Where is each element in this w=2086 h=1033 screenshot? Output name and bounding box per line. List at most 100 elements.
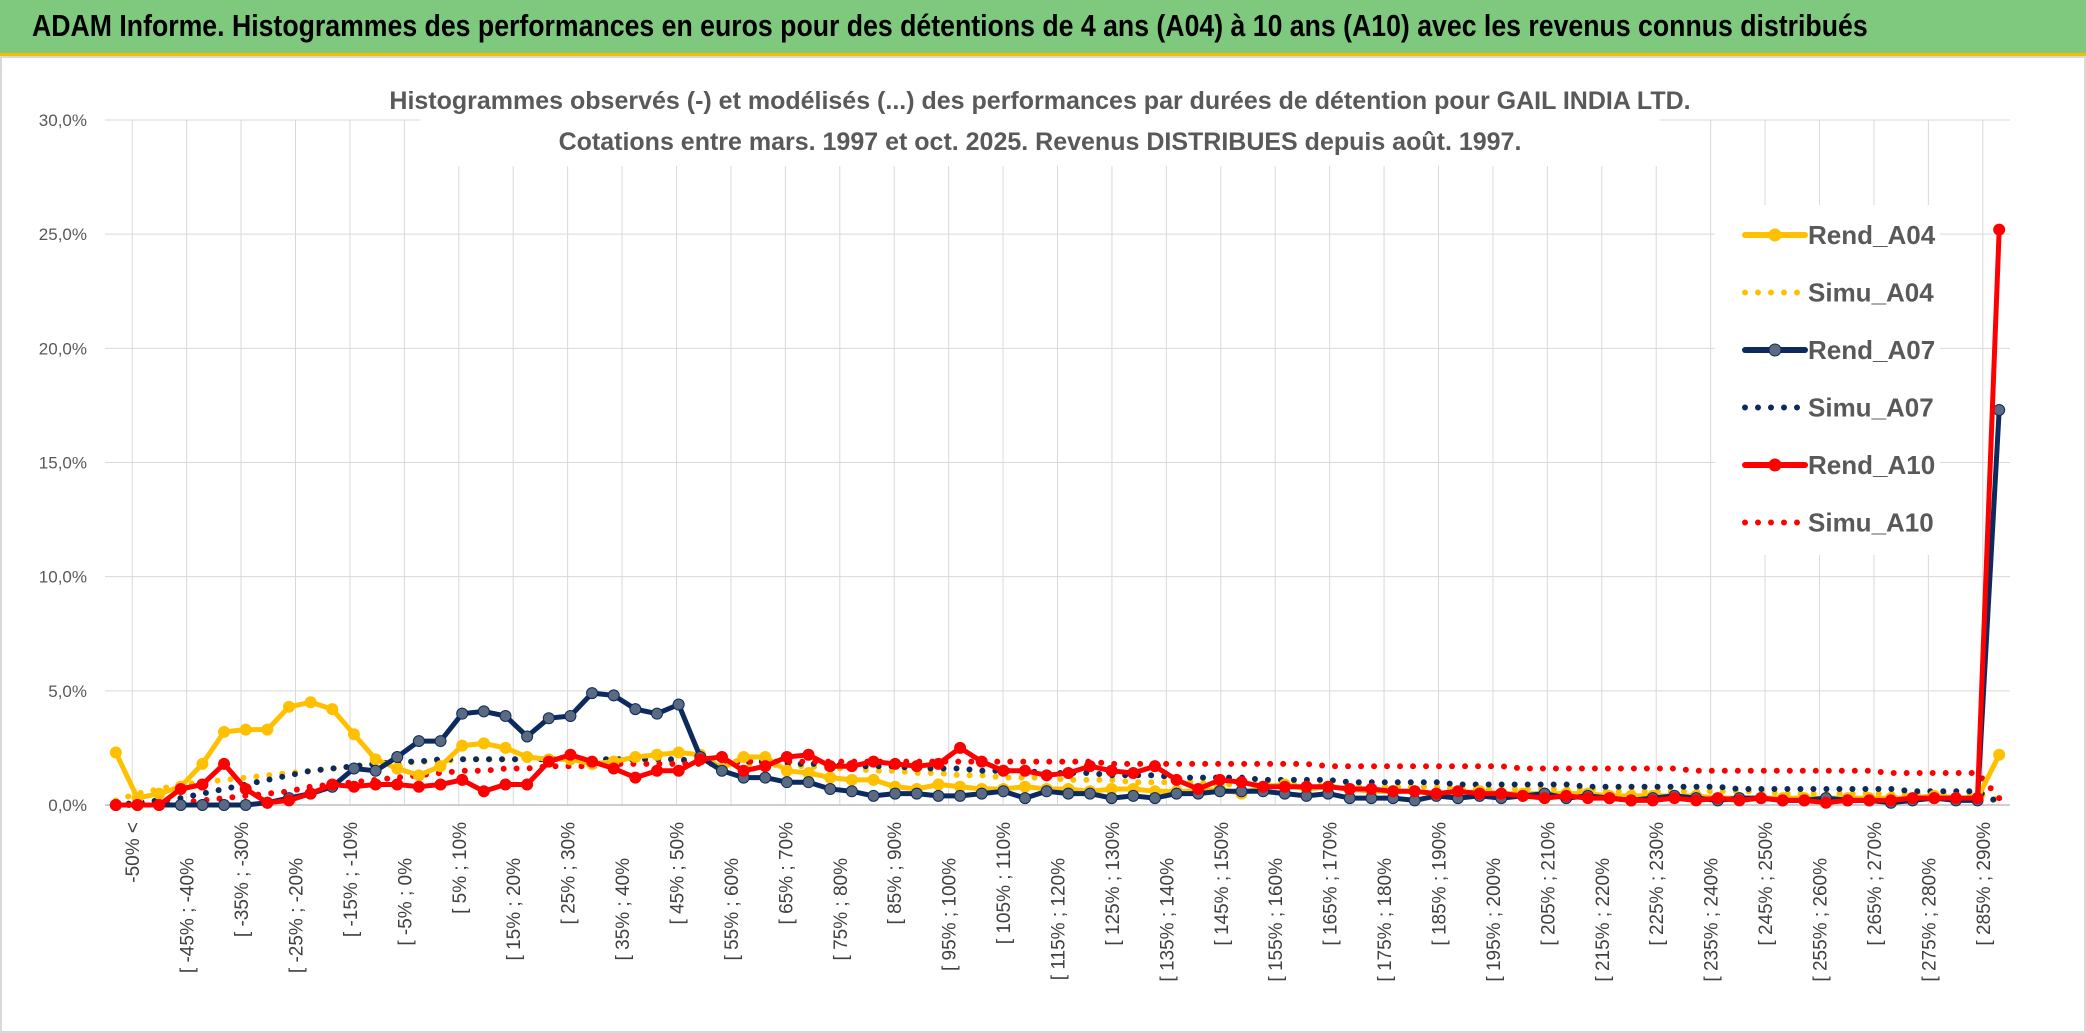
data-point xyxy=(802,776,815,789)
data-point xyxy=(391,778,404,791)
data-point xyxy=(369,753,382,766)
legend: Rend_A04 Simu_A04 Rend_A07 Simu_A07 Rend_A10… xyxy=(1715,205,1940,555)
data-point xyxy=(521,778,534,791)
chart-frame xyxy=(0,56,2086,1033)
data-point xyxy=(1928,792,1941,805)
y-axis: 0,0% 5,0% 10,0% 15,0% 20,0% 25,0% 30,0% xyxy=(39,111,87,815)
data-point xyxy=(1755,792,1768,805)
data-point xyxy=(1170,773,1183,786)
x-tick-label: [ 165% ; 170% xyxy=(1321,822,1342,946)
data-point xyxy=(1343,783,1356,796)
data-point xyxy=(607,762,620,775)
legend-marker xyxy=(1768,228,1782,242)
data-point xyxy=(1148,792,1161,805)
x-tick-label: [ 135% ; 140% xyxy=(1157,858,1178,982)
data-point xyxy=(824,771,837,784)
data-point xyxy=(326,778,339,791)
data-point xyxy=(1300,780,1313,793)
data-point xyxy=(1646,794,1659,807)
data-point xyxy=(1560,789,1573,802)
data-point xyxy=(1408,785,1421,798)
data-point xyxy=(1127,767,1140,780)
data-point xyxy=(651,707,664,720)
data-point xyxy=(1733,794,1746,807)
data-point xyxy=(391,751,404,764)
data-point xyxy=(629,771,642,784)
data-point xyxy=(1690,794,1703,807)
x-tick-label: [ 25% ; 30% xyxy=(559,822,580,925)
data-point xyxy=(412,780,425,793)
data-point xyxy=(845,773,858,786)
legend-entry-Rend_A07: Rend_A07 xyxy=(1742,335,1935,365)
data-point xyxy=(1495,787,1508,800)
x-tick-label: [ -5% ; 0% xyxy=(395,858,416,946)
data-point xyxy=(434,778,447,791)
data-point xyxy=(1516,789,1529,802)
data-point xyxy=(304,696,317,709)
data-point xyxy=(283,700,296,713)
data-point xyxy=(261,796,274,809)
data-point xyxy=(651,764,664,777)
y-tick-label: 25,0% xyxy=(39,225,87,244)
data-point xyxy=(477,737,490,750)
x-tick-label: [ 155% ; 160% xyxy=(1266,858,1287,982)
x-tick-label: [ 285% ; 290% xyxy=(1974,822,1995,946)
data-point xyxy=(975,787,988,800)
legend-entry-Rend_A10: Rend_A10 xyxy=(1742,450,1935,480)
data-point xyxy=(218,757,231,770)
legend-entry-Simu_A07: Simu_A07 xyxy=(1742,393,1934,423)
data-point xyxy=(1105,792,1118,805)
page-title: ADAM Informe. Histogrammes des performan… xyxy=(32,8,1868,43)
x-tick-label: [ 125% ; 130% xyxy=(1103,822,1124,946)
data-point xyxy=(174,799,187,811)
data-point xyxy=(1019,764,1032,777)
data-point xyxy=(607,689,620,702)
data-point xyxy=(542,755,555,768)
data-point xyxy=(845,760,858,773)
y-tick-label: 0,0% xyxy=(48,796,87,815)
data-point xyxy=(1863,794,1876,807)
data-point xyxy=(672,698,685,711)
x-tick-label: [ 55% ; 60% xyxy=(722,858,743,961)
data-point xyxy=(694,753,707,766)
data-point xyxy=(1993,403,2006,416)
x-tick-label: [ 185% ; 190% xyxy=(1430,822,1451,946)
data-point xyxy=(1322,780,1335,793)
data-point xyxy=(1105,764,1118,777)
data-point xyxy=(910,787,923,800)
data-point xyxy=(153,799,166,811)
data-point xyxy=(369,778,382,791)
data-point xyxy=(456,739,469,752)
data-point xyxy=(651,748,664,761)
data-point xyxy=(369,764,382,777)
data-point xyxy=(845,785,858,798)
x-tick-label: [ 35% ; 40% xyxy=(613,858,634,961)
data-point xyxy=(218,799,231,811)
data-point xyxy=(174,783,187,796)
legend-label: Simu_A04 xyxy=(1808,278,1934,308)
data-point xyxy=(954,789,967,802)
data-point xyxy=(824,760,837,773)
data-point xyxy=(1387,785,1400,798)
data-point xyxy=(477,785,490,798)
data-point xyxy=(477,705,490,718)
x-tick-label: [ -15% ; -10% xyxy=(341,822,362,937)
data-point xyxy=(889,787,902,800)
x-tick-label: [ 205% ; 210% xyxy=(1538,822,1559,946)
data-point xyxy=(1192,783,1205,796)
series-Simu_A10 xyxy=(112,758,2003,808)
data-point xyxy=(391,762,404,775)
data-point xyxy=(542,712,555,725)
data-point xyxy=(1581,792,1594,805)
data-point xyxy=(109,746,122,759)
data-point xyxy=(196,799,209,811)
data-point xyxy=(1906,792,1919,805)
x-tick-label: [ 15% ; 20% xyxy=(504,858,525,961)
y-tick-label: 20,0% xyxy=(39,339,87,358)
data-point xyxy=(1257,780,1270,793)
data-point xyxy=(499,741,512,754)
x-tick-label: [ 105% ; 110% xyxy=(994,822,1015,944)
data-point xyxy=(1083,787,1096,800)
data-point xyxy=(564,709,577,722)
data-point xyxy=(261,723,274,736)
